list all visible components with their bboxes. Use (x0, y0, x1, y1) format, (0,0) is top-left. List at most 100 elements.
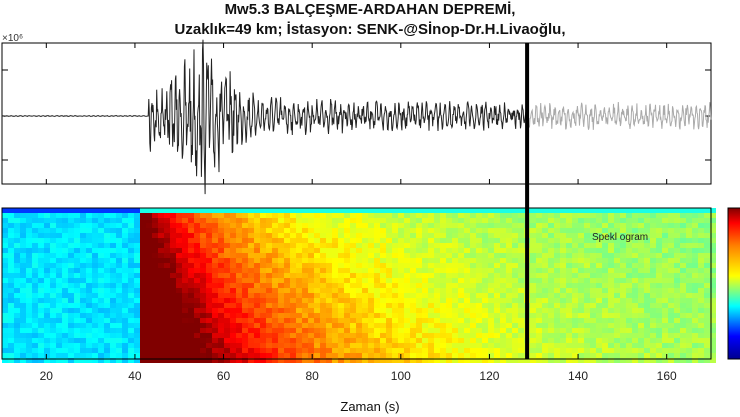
spectrogram-cell (80, 293, 86, 298)
spectrogram-cell (80, 328, 86, 333)
spectrogram-cell (2, 358, 8, 363)
spectrogram-cell (536, 238, 542, 243)
spectrogram-cell (548, 268, 554, 273)
spectrogram-cell (122, 343, 128, 348)
colorbar (727, 207, 740, 360)
spectrogram-cell (518, 318, 524, 323)
spectrogram-cell (584, 308, 590, 313)
spectrogram-cell (368, 353, 374, 358)
spectrogram-cell (68, 288, 74, 293)
spectrogram-cell (542, 223, 548, 228)
spectrogram-cell (20, 208, 26, 213)
spectrogram-cell (434, 253, 440, 258)
spectrogram-cell (170, 348, 176, 353)
spectrogram-cell (422, 208, 428, 213)
spectrogram-cell (314, 248, 320, 253)
spectrogram-cell (194, 313, 200, 318)
spectrogram-cell (662, 358, 668, 363)
spectrogram-cell (458, 243, 464, 248)
spectrogram-cell (602, 323, 608, 328)
spectrogram-cell (374, 258, 380, 263)
spectrogram-cell (380, 268, 386, 273)
spectrogram-cell (518, 328, 524, 333)
spectrogram-cell (362, 248, 368, 253)
spectrogram-cell (374, 268, 380, 273)
spectrogram-cell (272, 298, 278, 303)
spectrogram-cell (518, 208, 524, 213)
spectrogram-cell (692, 243, 698, 248)
spectrogram-cell (386, 288, 392, 293)
spectrogram-cell (26, 268, 32, 273)
spectrogram-cell (284, 283, 290, 288)
spectrogram-cell (668, 303, 674, 308)
spectrogram-cell (194, 328, 200, 333)
spectrogram-cell (146, 308, 152, 313)
spectrogram-cell (686, 303, 692, 308)
spectrogram-cell (458, 223, 464, 228)
spectrogram-cell (104, 243, 110, 248)
spectrogram-cell (272, 358, 278, 363)
spectrogram-cell (224, 353, 230, 358)
spectrogram-cell (248, 213, 254, 218)
spectrogram-cell (350, 348, 356, 353)
spectrogram-cell (338, 288, 344, 293)
spectrogram-cell (692, 298, 698, 303)
spectrogram-cell (62, 223, 68, 228)
spectrogram-cell (314, 238, 320, 243)
spectrogram-cell (626, 348, 632, 353)
spectrogram-cell (194, 333, 200, 338)
spectrogram-cell (182, 243, 188, 248)
spectrogram-cell (410, 273, 416, 278)
spectrogram-cell (200, 278, 206, 283)
spectrogram-cell (20, 228, 26, 233)
spectrogram-cell (500, 313, 506, 318)
spectrogram-cell (254, 238, 260, 243)
spectrogram-cell (62, 213, 68, 218)
spectrogram-cell (80, 348, 86, 353)
spectrogram-cell (380, 338, 386, 343)
spectrogram-cell (536, 213, 542, 218)
spectrogram-cell (200, 313, 206, 318)
spectrogram-cell (704, 333, 710, 338)
spectrogram-cell (614, 278, 620, 283)
spectrogram-cell (86, 258, 92, 263)
spectrogram-cell (488, 213, 494, 218)
spectrogram-cell (242, 288, 248, 293)
spectrogram-cell (506, 268, 512, 273)
spectrogram-cell (362, 263, 368, 268)
spectrogram-cell (164, 233, 170, 238)
spectrogram-cell (194, 223, 200, 228)
spectrogram-cell (416, 343, 422, 348)
spectrogram-cell (98, 253, 104, 258)
spectrogram-cell (230, 238, 236, 243)
spectrogram-cell (494, 268, 500, 273)
spectrogram-cell (572, 318, 578, 323)
spectrogram-cell (254, 273, 260, 278)
spectrogram-cell (506, 278, 512, 283)
spectrogram-cell (326, 328, 332, 333)
spectrogram-cell (104, 293, 110, 298)
spectrogram-cell (494, 213, 500, 218)
spectrogram-cell (596, 228, 602, 233)
spectrogram-cell (374, 233, 380, 238)
spectrogram-cell (182, 323, 188, 328)
spectrogram-cell (332, 283, 338, 288)
spectrogram-cell (26, 218, 32, 223)
spectrogram-cell (242, 333, 248, 338)
spectrogram-cell (614, 253, 620, 258)
spectrogram-cell (290, 333, 296, 338)
spectrogram-cell (308, 358, 314, 363)
seismogram-panel (1, 42, 712, 185)
spectrogram-cell (86, 268, 92, 273)
spectrogram-cell (680, 243, 686, 248)
spectrogram-cell (428, 293, 434, 298)
spectrogram-cell (470, 278, 476, 283)
spectrogram-cell (416, 218, 422, 223)
spectrogram-cell (500, 263, 506, 268)
spectrogram-cell (236, 348, 242, 353)
spectrogram-cell (494, 208, 500, 213)
spectrogram-cell (266, 353, 272, 358)
spectrogram-cell (140, 243, 146, 248)
spectrogram-cell (650, 288, 656, 293)
spectrogram-cell (512, 273, 518, 278)
